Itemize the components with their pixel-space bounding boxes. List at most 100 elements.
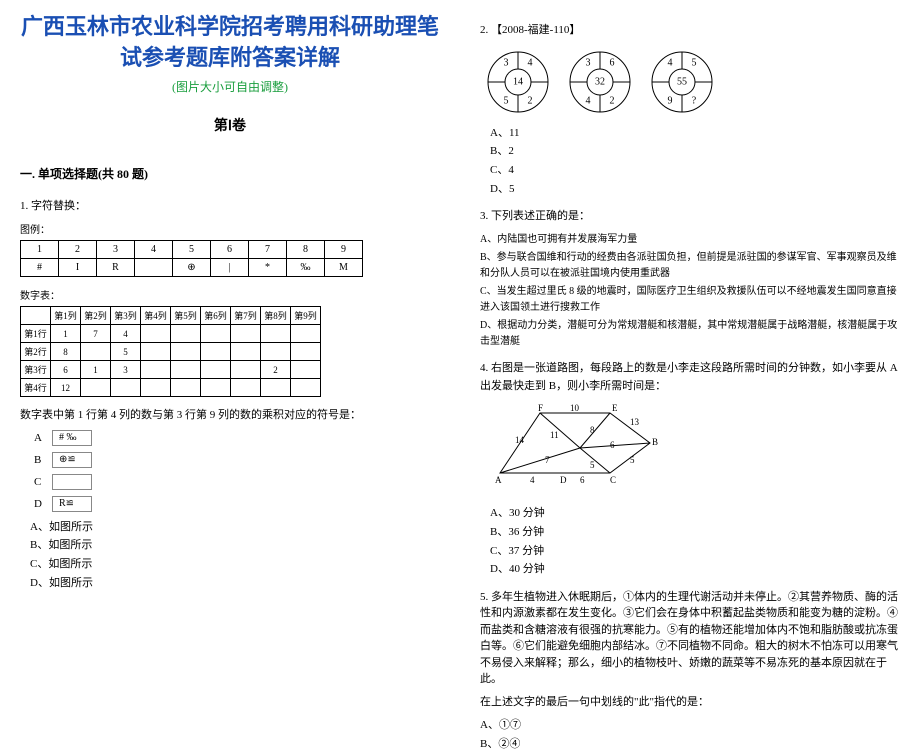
- cell: ‰: [287, 259, 325, 277]
- circle-diagram: 32 3 6 4 2: [568, 50, 632, 114]
- opt: A、如图所示: [30, 518, 440, 537]
- cell: 第1列: [51, 307, 81, 325]
- opt-value: [52, 474, 92, 490]
- opt: D、根据动力分类，潜艇可分为常规潜艇和核潜艇，其中常规潜艇属于战略潜艇，核潜艇属…: [480, 318, 900, 350]
- circle-diagram: 55 4 5 9 ?: [650, 50, 714, 114]
- cell: 6: [51, 361, 81, 379]
- num: 5: [504, 95, 509, 106]
- opt: B、参与联合国维和行动的经费由各派驻国负担，但前提是派驻国的参谋军官、军事观察员…: [480, 250, 900, 282]
- q3-opts: A、内陆国也可拥有并发展海军力量 B、参与联合国维和行动的经费由各派驻国负担，但…: [480, 232, 900, 350]
- opt-label: B: [34, 454, 52, 466]
- num: 6: [610, 57, 615, 68]
- cell: [171, 379, 201, 397]
- svg-text:5: 5: [630, 455, 635, 465]
- cell: [135, 259, 173, 277]
- cell: [231, 379, 261, 397]
- cell: 第3行: [21, 361, 51, 379]
- svg-text:B: B: [652, 437, 658, 447]
- cell: 3: [97, 241, 135, 259]
- num: 3: [504, 57, 509, 68]
- num: 9: [668, 95, 673, 106]
- cell: 4: [135, 241, 173, 259]
- cell: [231, 343, 261, 361]
- cell: M: [325, 259, 363, 277]
- cell: [201, 379, 231, 397]
- cell: 1: [21, 241, 59, 259]
- svg-text:14: 14: [515, 435, 525, 445]
- q4-opts: A、30 分钟 B、36 分钟 C、37 分钟 D、40 分钟: [490, 504, 900, 579]
- opt-label: D: [34, 498, 52, 510]
- cell: [21, 307, 51, 325]
- cell: [261, 379, 291, 397]
- cell: [81, 379, 111, 397]
- cell: 第5列: [171, 307, 201, 325]
- cell: 第2列: [81, 307, 111, 325]
- opt: B、36 分钟: [490, 523, 900, 542]
- cell: *: [249, 259, 287, 277]
- opt: C、当发生超过里氏 8 级的地震时，国际医疗卫生组织及救援队伍可以不经地震发生国…: [480, 284, 900, 316]
- q1-opt-c: C: [34, 474, 440, 490]
- svg-text:7: 7: [545, 455, 550, 465]
- cell: 第4列: [141, 307, 171, 325]
- cell: [171, 325, 201, 343]
- num: 3: [586, 57, 591, 68]
- cell: ⊕: [173, 259, 211, 277]
- q5-opts: A、①⑦ B、②④: [480, 716, 900, 753]
- page-subtitle: (图片大小可自由调整): [20, 78, 440, 95]
- q1-opt-b: B⊕≌: [34, 452, 440, 468]
- q1-opt-a: A# ‰: [34, 430, 440, 446]
- cell: 第9列: [291, 307, 321, 325]
- table-row: 第2行 85: [21, 343, 321, 361]
- cell: [261, 343, 291, 361]
- q1-tail-opts: A、如图所示 B、如图所示 C、如图所示 D、如图所示: [30, 518, 440, 593]
- cell: [171, 343, 201, 361]
- num: 4: [586, 95, 591, 106]
- cell: 6: [211, 241, 249, 259]
- opt: A、内陆国也可拥有并发展海军力量: [480, 232, 900, 248]
- q4-label: 4. 右图是一张道路图，每段路上的数是小李走这段路所需时间的分钟数，如小李要从 …: [480, 360, 900, 395]
- num: 2: [610, 95, 615, 106]
- cell: 7: [81, 325, 111, 343]
- cell: 第2行: [21, 343, 51, 361]
- table-row: 1 2 3 4 5 6 7 8 9: [21, 241, 363, 259]
- cell: 第3列: [111, 307, 141, 325]
- cell: R: [97, 259, 135, 277]
- cell: 12: [51, 379, 81, 397]
- page-title: 广西玉林市农业科学院招考聘用科研助理笔试参考题库附答案详解: [20, 12, 440, 74]
- svg-text:5: 5: [590, 460, 595, 470]
- table-row: 第1列 第2列 第3列 第4列 第5列 第6列 第7列 第8列 第9列: [21, 307, 321, 325]
- cell: [231, 361, 261, 379]
- opt: C、如图所示: [30, 555, 440, 574]
- opt-value: # ‰: [52, 430, 92, 446]
- num: 2: [528, 95, 533, 106]
- svg-text:11: 11: [550, 430, 559, 440]
- cell: 1: [51, 325, 81, 343]
- q1-opt-d: DR≌: [34, 496, 440, 512]
- cell: I: [59, 259, 97, 277]
- opt: B、②④: [480, 735, 900, 754]
- q1-num-label: 数字表：: [20, 287, 440, 302]
- opt-label: C: [34, 476, 52, 488]
- svg-text:F: F: [538, 403, 543, 413]
- table-row: 第4行 12: [21, 379, 321, 397]
- cell: 2: [261, 361, 291, 379]
- svg-text:8: 8: [590, 425, 595, 435]
- cell: 第7列: [231, 307, 261, 325]
- cell: [141, 361, 171, 379]
- q2-opts: A、11 B、2 C、4 D、5: [490, 124, 900, 199]
- section-heading: 一. 单项选择题(共 80 题): [20, 165, 440, 182]
- cell: 3: [111, 361, 141, 379]
- cell: [261, 325, 291, 343]
- table-row: 第3行 6132: [21, 361, 321, 379]
- cell: 2: [59, 241, 97, 259]
- svg-text:A: A: [495, 475, 502, 485]
- route-icon: A B C D E F 10 14 11 8 13 5 5 4 6 6 7: [490, 403, 660, 493]
- svg-text:D: D: [560, 475, 567, 485]
- num: 5: [692, 57, 697, 68]
- num: ?: [692, 95, 696, 106]
- q3-label: 3. 下列表述正确的是：: [480, 208, 900, 226]
- left-column: 广西玉林市农业科学院招考聘用科研助理笔试参考题库附答案详解 (图片大小可自由调整…: [0, 0, 460, 651]
- cell: [231, 325, 261, 343]
- table-row: 第1行 174: [21, 325, 321, 343]
- cell: [81, 343, 111, 361]
